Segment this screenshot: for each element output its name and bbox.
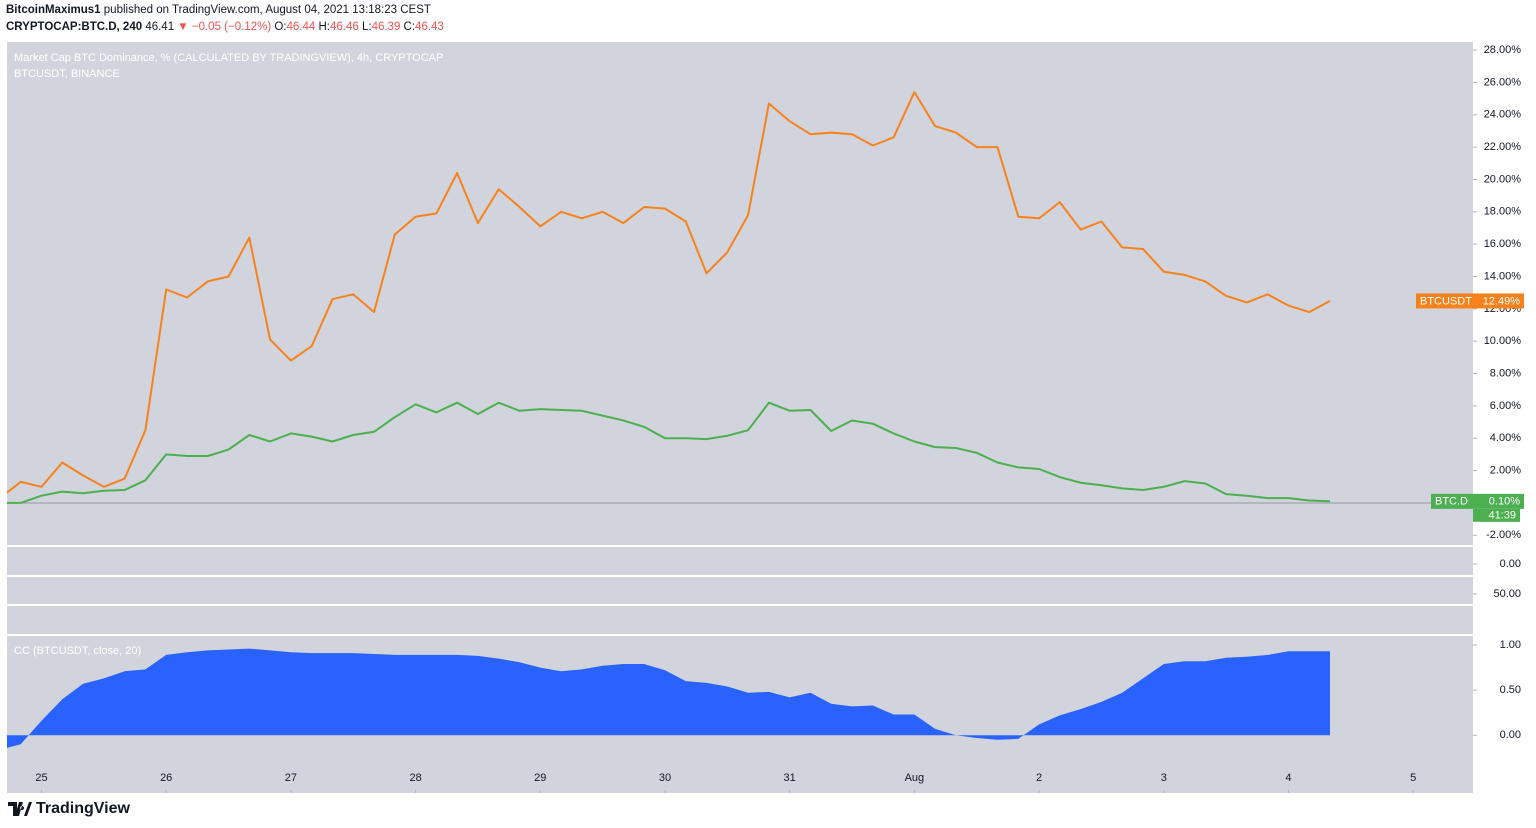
chart-title: Market Cap BTC Dominance, % (CALCULATED … bbox=[14, 52, 443, 64]
ohlc-value: 46.43 bbox=[415, 21, 444, 33]
series-line bbox=[7, 91, 1331, 494]
countdown: 41:39 bbox=[1488, 510, 1516, 522]
publish-line: BitcoinMaximus1 published on TradingView… bbox=[6, 4, 431, 16]
ohlc-label: C: bbox=[403, 21, 416, 33]
footer: TradingView bbox=[8, 800, 130, 818]
series-line bbox=[7, 401, 1331, 504]
price-tag-name: BTC.D bbox=[1435, 496, 1468, 508]
ohlc-label: H: bbox=[318, 21, 330, 33]
last: 46.41 bbox=[145, 21, 175, 33]
y-tick-label: 10.00% bbox=[1484, 335, 1522, 347]
x-tick-label: 27 bbox=[285, 772, 297, 784]
x-tick-label: 29 bbox=[534, 772, 546, 784]
y-tick-label: 20.00% bbox=[1484, 173, 1522, 185]
y-tick-label: 1.00 bbox=[1500, 639, 1521, 651]
price-tag-name: BTCUSDT bbox=[1420, 295, 1472, 307]
ohlc: O:46.44 H:46.46 L:46.39 C:46.43 bbox=[271, 21, 444, 33]
published: published on TradingView.com, August 04,… bbox=[103, 4, 431, 16]
chart-subtitle: BTCUSDT, BINANCE bbox=[14, 68, 120, 80]
x-tick-label: 31 bbox=[784, 772, 796, 784]
y-tick-label: 14.00% bbox=[1484, 270, 1522, 282]
y-tick-label: 6.00% bbox=[1490, 400, 1521, 412]
brand: TradingView bbox=[36, 800, 130, 817]
chart-title: CC (BTCUSDT, close, 20) bbox=[14, 645, 141, 657]
y-tick-label: 18.00% bbox=[1484, 206, 1522, 218]
x-tick-label: 4 bbox=[1285, 772, 1291, 784]
ohlc-value: 46.46 bbox=[329, 21, 359, 33]
y-tick-label: 26.00% bbox=[1484, 76, 1522, 88]
plot-layer bbox=[7, 91, 1473, 748]
price-tag-value: 12.49% bbox=[1483, 295, 1521, 307]
logo bbox=[8, 802, 32, 816]
x-tick-label: 5 bbox=[1410, 772, 1416, 784]
countdown-tag bbox=[1473, 508, 1520, 522]
change: ▼ −0.05 (−0.12%) bbox=[177, 21, 272, 33]
y-tick-label: 24.00% bbox=[1484, 109, 1522, 121]
price-tag-value: 0.10% bbox=[1489, 496, 1520, 508]
y-tick-label: 8.00% bbox=[1490, 367, 1521, 379]
y-tick-label: 4.00% bbox=[1490, 432, 1521, 444]
ohlc-value: 46.39 bbox=[371, 21, 401, 33]
area bbox=[7, 648, 1330, 748]
y-tick-label: 0.50 bbox=[1500, 684, 1521, 696]
y-tick-label: -2.00% bbox=[1486, 529, 1521, 541]
y-tick-label: 22.00% bbox=[1484, 141, 1522, 153]
x-tick-label: 25 bbox=[35, 772, 47, 784]
x-tick-label: 26 bbox=[160, 772, 172, 784]
ohlc-label: O: bbox=[274, 21, 287, 33]
price-tag bbox=[1431, 493, 1524, 509]
y-tick-label: 28.00% bbox=[1484, 44, 1522, 56]
price-tag bbox=[1416, 293, 1524, 309]
ohlc-label: L: bbox=[361, 21, 372, 33]
x-tick-label: 3 bbox=[1161, 772, 1167, 784]
empty-pane bbox=[7, 606, 1473, 634]
y-tick-label: 2.00% bbox=[1490, 465, 1521, 477]
y-tick-label: 16.00% bbox=[1484, 238, 1522, 250]
ohlc-value: 46.44 bbox=[286, 21, 316, 33]
y-tick-label: 50.00 bbox=[1493, 588, 1521, 600]
symbol: CRYPTOCAP:BTC.D, 240 bbox=[6, 21, 143, 33]
y-tick-label: 0.00 bbox=[1500, 558, 1521, 570]
symbol-line: CRYPTOCAP:BTC.D, 240 46.41 ▼ −0.05 (−0.1… bbox=[6, 21, 444, 33]
y-tick-label: 0.00 bbox=[1500, 729, 1521, 741]
author: BitcoinMaximus1 bbox=[6, 4, 101, 16]
x-tick-label: 2 bbox=[1036, 772, 1042, 784]
x-tick-label: 30 bbox=[659, 772, 671, 784]
x-tick-label: 28 bbox=[409, 772, 421, 784]
x-tick-label: Aug bbox=[905, 772, 925, 784]
